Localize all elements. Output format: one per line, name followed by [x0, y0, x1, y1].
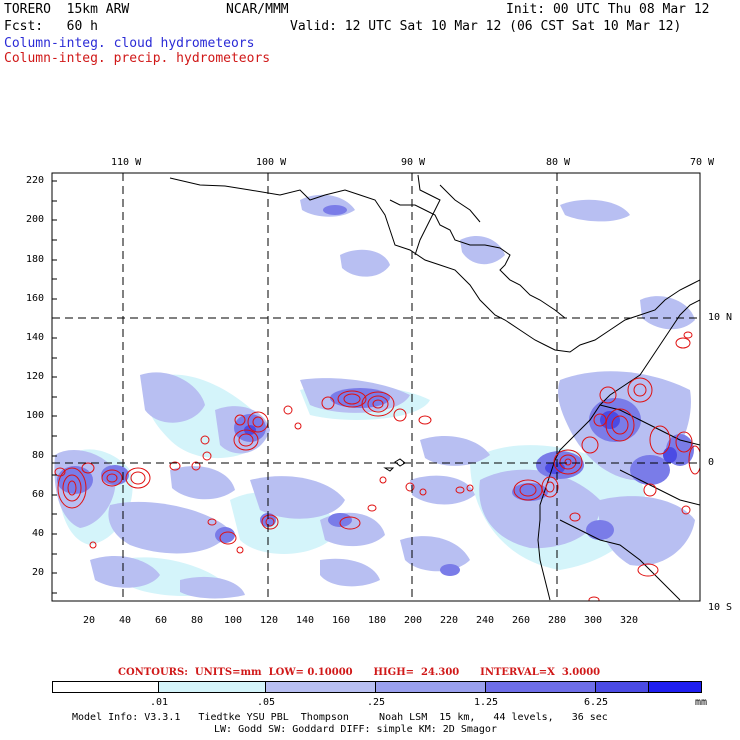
lat-label-0: 0 [708, 457, 715, 468]
lat-label-10s: 10 S [708, 602, 733, 613]
organization-label: NCAR/MMM [226, 2, 289, 17]
colorbar-swatch [266, 681, 376, 693]
x-tick-label: 220 [440, 615, 459, 626]
field-cloud-label: Column-integ. cloud hydrometeors [4, 36, 255, 51]
colorbar-swatch [376, 681, 486, 693]
colorbar-label: 1.25 [473, 697, 499, 708]
colorbar-label: .05 [256, 697, 276, 708]
y-tick-label: 80 [32, 450, 45, 461]
y-tick-label: 180 [26, 254, 45, 265]
colorbar-swatch [486, 681, 596, 693]
lon-label-80w: 80 W [546, 157, 571, 168]
colorbar-swatch [596, 681, 649, 693]
y-tick-label: 200 [26, 214, 45, 225]
y-tick-label: 220 [26, 175, 45, 186]
lon-label-110w: 110 W [111, 157, 142, 168]
axis-ticks [52, 180, 57, 594]
contour-info: CONTOURS: UNITS=mm LOW= 0.10000 HIGH= 24… [118, 667, 601, 678]
lon-label-70w: 70 W [690, 157, 715, 168]
precip-contours [54, 331, 700, 601]
lon-label-100w: 100 W [256, 157, 287, 168]
y-tick-label: 20 [32, 567, 45, 578]
y-tick-label: 60 [32, 489, 45, 500]
x-tick-label: 100 [224, 615, 243, 626]
x-tick-label: 260 [512, 615, 531, 626]
init-time: Init: 00 UTC Thu 08 Mar 12 [506, 2, 710, 17]
colorbar-label: .01 [149, 697, 169, 708]
model-info-line2: LW: Godd SW: Goddard DIFF: simple KM: 2D… [214, 724, 497, 735]
colorbar-label: .25 [366, 697, 386, 708]
x-tick-label: 20 [83, 615, 96, 626]
coastline [169, 174, 700, 601]
colorbar-swatch [159, 681, 266, 693]
x-tick-label: 60 [155, 615, 168, 626]
x-tick-label: 320 [620, 615, 639, 626]
model-info-line1: Model Info: V3.3.1 Tiedtke YSU PBL Thomp… [72, 712, 608, 723]
x-tick-label: 280 [548, 615, 567, 626]
y-tick-label: 100 [26, 410, 45, 421]
map-frame [51, 172, 701, 602]
x-tick-label: 200 [404, 615, 423, 626]
field-precip-label: Column-integ. precip. hydrometeors [4, 51, 271, 66]
x-tick-label: 40 [119, 615, 132, 626]
x-tick-label: 120 [260, 615, 279, 626]
forecast-hour: Fcst: 60 h [4, 19, 98, 34]
x-tick-label: 160 [332, 615, 351, 626]
lat-lon-grid [52, 173, 700, 601]
lat-label-10n: 10 N [708, 312, 733, 323]
colorbar-border [52, 681, 702, 693]
x-tick-label: 180 [368, 615, 387, 626]
colorbar-swatch [52, 681, 159, 693]
y-tick-label: 160 [26, 293, 45, 304]
y-tick-label: 120 [26, 371, 45, 382]
x-tick-label: 80 [191, 615, 204, 626]
colorbar-unit: mm [694, 697, 708, 708]
x-tick-label: 140 [296, 615, 315, 626]
lon-label-90w: 90 W [401, 157, 426, 168]
colorbar-label: 6.25 [583, 697, 609, 708]
x-tick-label: 300 [584, 615, 603, 626]
x-tick-label: 240 [476, 615, 495, 626]
valid-time: Valid: 12 UTC Sat 10 Mar 12 (06 CST Sat … [290, 19, 682, 34]
y-tick-label: 40 [32, 528, 45, 539]
model-title: TORERO 15km ARW [4, 2, 130, 17]
y-tick-label: 140 [26, 332, 45, 343]
